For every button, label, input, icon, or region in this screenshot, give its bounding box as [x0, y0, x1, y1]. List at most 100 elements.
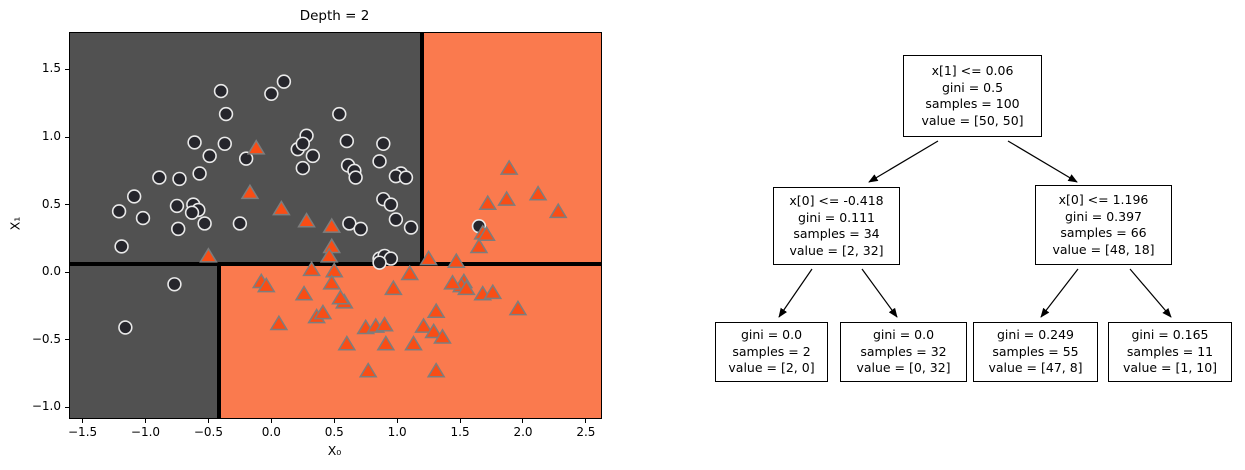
tree-node-line: value = [2, 0] [728, 360, 815, 376]
y-tick-label: 1.5 [41, 61, 61, 76]
tree-node-line: value = [2, 32] [789, 242, 884, 258]
scatter-point-circle [264, 86, 279, 101]
scatter-point-circle [118, 320, 133, 335]
scatter-point-triangle [508, 299, 528, 316]
decision-boundary-split-y-0.06 [70, 262, 601, 266]
tree-node-line: value = [0, 32] [856, 360, 951, 376]
tree-node-line: samples = 66 [1060, 225, 1147, 240]
tree-node-line: x[0] <= 1.196 [1058, 192, 1149, 207]
scatter-point-circle [398, 170, 414, 185]
x-tick-label: 0.5 [324, 425, 344, 439]
scatter-point-circle [276, 74, 292, 89]
x-tick [585, 419, 587, 423]
scatter-point-triangle [426, 302, 446, 319]
tree-node-leaf2: gini = 0.0 samples = 32 value = [0, 32] [840, 322, 967, 382]
scatter-point-circle [217, 136, 232, 151]
tree-edge [1129, 268, 1172, 318]
decision-region-upper-right-orange [421, 33, 601, 264]
scatter-point-circle [383, 197, 399, 212]
x-tick-label: 0.0 [261, 425, 281, 439]
scatter-point-circle [111, 204, 127, 219]
tree-node-line: gini = 0.0 [872, 327, 935, 343]
scatter-point-circle [218, 106, 234, 122]
scatter-point-triangle [457, 279, 476, 296]
scatter-point-triangle [499, 159, 519, 175]
scatter-point-triangle [548, 202, 568, 219]
tree-edge [1007, 140, 1078, 183]
scatter-point-circle [152, 170, 167, 185]
scatter-point-circle [403, 220, 419, 235]
x-axis-label: X₀ [327, 443, 342, 458]
scatter-point-triangle [272, 199, 291, 216]
scatter-point-triangle [246, 139, 266, 155]
scatter-point-circle [339, 133, 355, 149]
scatter-point-triangle [419, 249, 438, 266]
y-tick [65, 204, 69, 206]
x-tick [270, 419, 272, 423]
scatter-point-triangle [297, 212, 316, 228]
scatter-point-triangle [294, 285, 314, 301]
scatter-point-circle [342, 216, 357, 231]
scatter-point-triangle [384, 279, 403, 296]
x-tick [144, 419, 146, 423]
scatter-point-circle [348, 170, 363, 185]
scatter-point-circle [376, 136, 391, 151]
scatter-point-circle [305, 148, 321, 164]
scatter-point-circle [388, 212, 404, 227]
tree-node-line: samples = 34 [793, 226, 880, 241]
tree-node-line: gini = 0.249 [996, 327, 1074, 343]
scatter-point-circle [238, 151, 254, 166]
tree-node-line: samples = 32 [860, 343, 947, 359]
scatter-point-triangle [477, 225, 496, 242]
tree-node-line: gini = 0.0 [740, 327, 803, 343]
scatter-point-circle [372, 255, 387, 270]
scatter-point-triangle [426, 362, 446, 378]
scatter-point-circle [169, 198, 185, 214]
x-tick [82, 419, 84, 423]
y-tick-label: 1.0 [41, 129, 61, 144]
y-tick [65, 406, 69, 408]
tree-node-leaf3: gini = 0.249 samples = 55 value = [47, 8] [973, 322, 1098, 382]
tree-node-line: samples = 55 [992, 343, 1079, 359]
scatter-point-circle [213, 83, 229, 99]
scatter-point-circle [135, 210, 151, 226]
y-tick-label: 0.5 [41, 196, 61, 211]
tree-edge [868, 140, 939, 183]
tree-node-line: samples = 100 [925, 96, 1020, 111]
plot-title: Depth = 2 [299, 8, 370, 24]
tree-node-leaf4: gini = 0.165 samples = 11 value = [1, 10] [1108, 322, 1232, 382]
scatter-point-triangle [302, 260, 321, 277]
tree-node-line: value = [1, 10] [1122, 360, 1218, 376]
decision-region-lower-left-dark [70, 264, 219, 418]
scatter-point-circle [192, 166, 207, 181]
x-tick [522, 419, 524, 423]
scatter-point-circle [197, 216, 212, 231]
tree-node-root: x[1] <= 0.06 gini = 0.5 samples = 100 value… [903, 55, 1042, 137]
scatter-point-circle [184, 205, 200, 220]
scatter-point-circle [172, 171, 187, 187]
scatter-point-circle [167, 277, 182, 292]
scatter-point-circle [372, 154, 387, 169]
scatter-point-triangle [199, 247, 218, 263]
scatter-point-circle [295, 136, 310, 151]
tree-node-line: x[1] <= 0.06 [931, 63, 1014, 78]
tree-node-line: value = [48, 18] [1052, 241, 1155, 257]
scatter-point-triangle [358, 362, 378, 378]
tree-node-line: gini = 0.5 [941, 79, 1004, 95]
tree-edge [778, 268, 813, 318]
scatter-point-circle [126, 189, 142, 204]
x-tick [207, 419, 209, 423]
scatter-point-triangle [319, 247, 339, 263]
tree-node-left: x[0] <= -0.418 gini = 0.111 samples = 34 va… [773, 187, 900, 265]
scatter-point-triangle [313, 303, 333, 320]
tree-edge [1040, 268, 1079, 318]
tree-edge [861, 268, 898, 318]
scatter-point-triangle [404, 335, 423, 351]
scatter-point-circle [187, 135, 202, 150]
tree-node-line: samples = 11 [1126, 343, 1214, 359]
scatter-point-triangle [497, 190, 516, 206]
tree-node-line: x[0] <= -0.418 [789, 193, 884, 208]
x-tick-label: 1.5 [450, 425, 470, 439]
scatter-point-triangle [337, 335, 357, 351]
scatter-point-circle [232, 216, 248, 231]
